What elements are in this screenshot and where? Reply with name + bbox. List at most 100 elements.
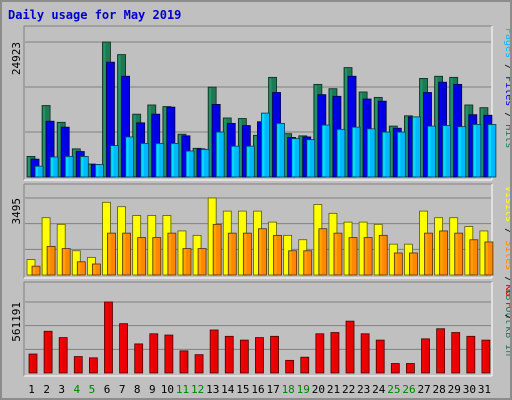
panel-1: 24923 Pages / Files / Hits [10,25,510,181]
bar-highlight [485,242,488,274]
series-sites [31,223,494,276]
bar-highlight [365,238,368,274]
bar-highlight [103,43,106,176]
bar [125,136,134,178]
x-tick-label: 3 [58,383,65,396]
bar-highlight [73,251,76,274]
bar [360,333,370,374]
chart-title: Daily usage for May 2019 [8,8,181,22]
bar-highlight [198,149,201,176]
x-tick-label: 2 [43,383,50,396]
bar [28,353,38,374]
bar-highlight [303,137,306,176]
bar [255,337,264,374]
bar-highlight [405,116,408,176]
series-visits [26,197,489,276]
bar [484,241,494,276]
bar [122,232,131,276]
bar-highlight [467,337,470,372]
bar-highlight [299,136,302,176]
bar-highlight [289,251,292,274]
bar-highlight [30,355,32,372]
bar [79,156,89,178]
bar-highlight [123,234,126,274]
bar-highlight [96,165,99,176]
chart-panels: 24923 Pages / Files / Hits 3495 Visits / Si… [10,25,510,377]
y-axis-max-label: 24923 [10,42,23,75]
legend-segment: / [503,58,510,76]
x-tick-label: 4 [74,383,81,396]
bar [270,335,279,374]
bar-highlight [90,358,93,372]
bar-highlight [292,139,295,176]
bar-highlight [62,128,65,176]
bar-highlight [360,223,363,274]
bar [215,131,225,178]
bar [209,329,219,374]
bar [88,357,98,374]
bar-highlight [63,249,66,274]
bar-highlight [254,212,257,274]
bar-highlight [480,231,483,274]
bar [375,339,385,374]
bar [321,124,331,178]
bar-highlight [51,157,54,176]
bar-highlight [92,165,95,176]
bar [110,145,119,178]
x-tick-label: 27 [417,383,430,396]
bar-highlight [254,136,257,176]
x-tick-label: 7 [119,383,126,396]
bar [200,148,210,178]
bar [378,234,388,276]
bar-highlight [394,129,397,176]
bar-highlight [469,115,472,176]
bar [300,356,310,374]
bar-highlight [473,125,476,176]
x-tick-label: 24 [372,383,386,396]
bar [442,125,452,178]
bar-highlight [28,157,30,176]
bar-highlight [331,333,334,372]
bar-highlight [247,147,250,176]
x-tick-label: 13 [206,383,219,396]
bar-highlight [480,108,483,176]
bar-highlight [58,123,61,176]
bar-highlight [329,89,332,176]
bar-highlight [133,216,136,274]
bar-highlight [152,115,155,176]
bar-highlight [452,333,455,372]
bar-highlight [148,105,151,176]
bar-highlight [437,329,440,372]
bar [451,332,461,374]
bar-highlight [349,77,352,176]
x-tick-label: 20 [312,383,325,396]
bar [46,245,56,276]
bar-highlight [171,144,174,176]
bar-highlight [229,234,232,274]
x-tick-label: 12 [191,383,204,396]
bar-highlight [450,218,453,274]
bar [409,252,418,276]
bar-highlight [258,122,261,176]
bar-highlight [350,238,353,274]
bar-highlight [93,264,96,274]
bar-highlight [455,234,458,274]
bar [345,320,355,374]
bar-highlight [60,338,63,372]
bar-highlight [141,144,144,176]
bar-highlight [148,216,151,274]
x-tick-label: 5 [89,383,96,396]
bar-highlight [318,95,321,176]
bar-highlight [454,85,457,176]
bar-highlight [156,144,159,176]
x-tick-label: 21 [327,383,340,396]
bar-highlight [277,124,280,176]
bar [291,138,301,178]
legend-segment: / [503,270,510,288]
bar-highlight [241,341,244,372]
bar-highlight [347,322,350,372]
bar-highlight [118,55,121,176]
bar [258,228,267,276]
bar [58,337,68,374]
